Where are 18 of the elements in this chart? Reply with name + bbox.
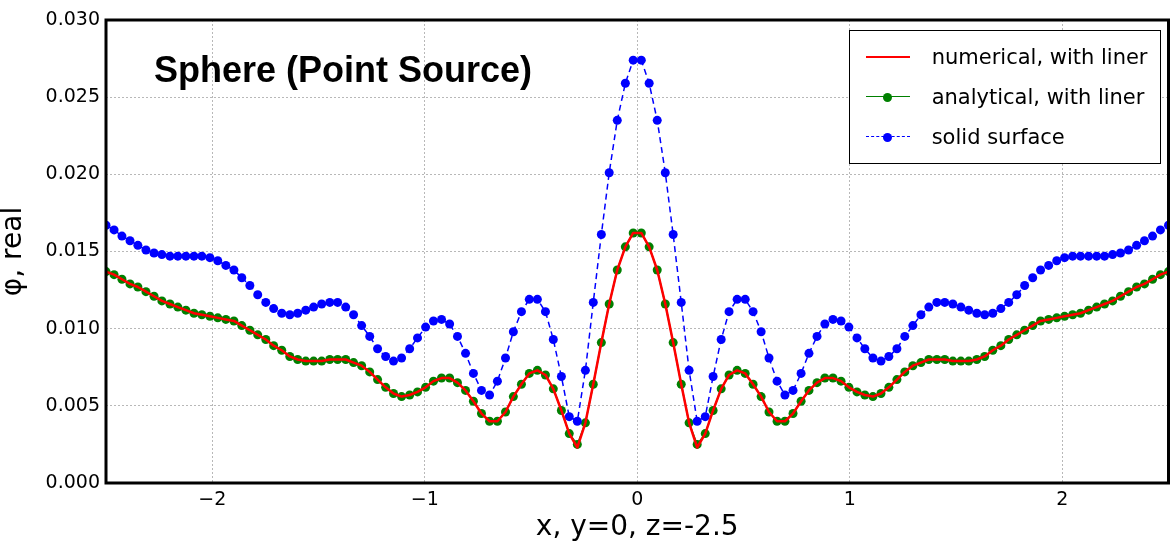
text: Sphere (Point Source) — [154, 49, 533, 90]
x-tick-label: −1 — [410, 487, 439, 510]
x-tick-label: 0 — [631, 487, 644, 510]
y-axis-title: φ, real — [0, 206, 29, 297]
y-tick-label: 0.025 — [45, 84, 100, 107]
legend-label: analytical, with liner — [931, 85, 1145, 109]
y-tick-label: 0.015 — [45, 238, 100, 261]
y-tick-label: 0.000 — [45, 469, 100, 492]
x-tick-label: 1 — [843, 487, 856, 510]
x-axis-title: x, y=0, z=-2.5 — [535, 509, 739, 542]
y-tick-label: 0.005 — [45, 392, 100, 415]
x-tick-label: −2 — [198, 487, 227, 510]
x-tick-label: 2 — [1056, 487, 1069, 510]
legend-label: numerical, with liner — [931, 45, 1148, 69]
y-tick-label: 0.030 — [45, 6, 100, 29]
y-tick-label: 0.020 — [45, 161, 100, 184]
y-tick-label: 0.010 — [45, 315, 100, 338]
legend-label: solid surface — [931, 125, 1065, 149]
